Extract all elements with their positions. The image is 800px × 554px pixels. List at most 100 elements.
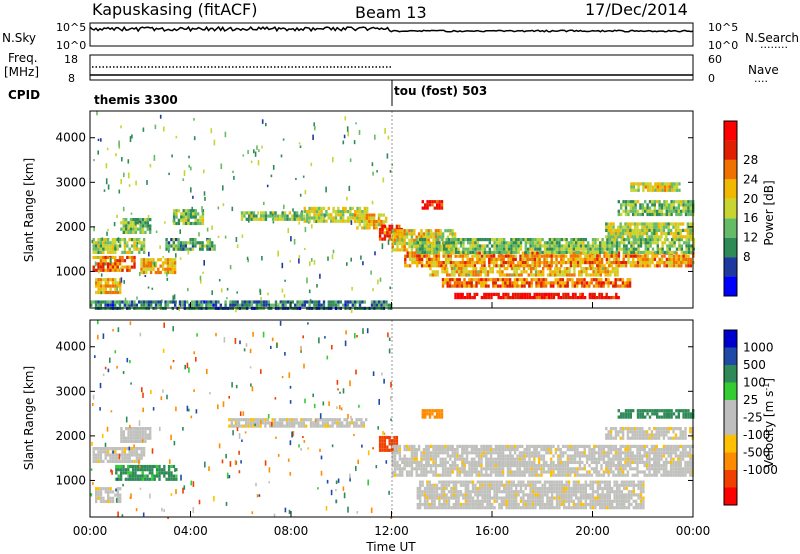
echo-cell-21 [250, 303, 254, 307]
echo-cell-6 [686, 464, 690, 468]
echo-cell-16 [501, 281, 505, 285]
echo-cell-14 [534, 244, 537, 248]
echo-cell-6 [470, 451, 474, 455]
echo-cell-4 [166, 267, 170, 271]
echo-cell-6 [540, 457, 543, 461]
echo-cell-13 [531, 254, 534, 258]
echo-cell-14 [575, 244, 578, 248]
echo-cell-3 [144, 436, 147, 440]
echo-cell-11 [403, 241, 406, 246]
echo-cell-16 [516, 278, 519, 282]
echo-cell-4 [336, 418, 339, 422]
echo-cell-3 [122, 230, 125, 234]
echo-cell-6 [540, 473, 543, 477]
echo-cell-15 [590, 267, 593, 271]
nave-label: Nave [748, 63, 779, 77]
echo-cell-11 [398, 229, 402, 233]
echo-cell-21 [363, 300, 366, 304]
echo-cell-6 [425, 473, 428, 477]
echo-cell-1 [92, 238, 95, 242]
echo-cell-6 [607, 451, 610, 455]
echo-cell-13 [468, 261, 472, 265]
echo-cell-13 [675, 257, 678, 261]
echo-cell-1 [170, 464, 173, 469]
echo-cell-6 [456, 464, 459, 468]
echo-cell-14 [517, 250, 520, 254]
echo-cell-21 [224, 303, 227, 307]
noise-search-label: N.Search [745, 31, 799, 45]
echo-cell-11 [401, 245, 404, 249]
echo-cell-18 [629, 228, 632, 232]
echo-cell-19 [644, 206, 647, 210]
echo-cell-1 [114, 244, 117, 248]
echo-cell-14 [505, 250, 508, 254]
echo-cell-15 [460, 267, 463, 271]
scatter-echo [103, 263, 106, 266]
echo-cell-17 [552, 296, 556, 300]
echo-cell-4 [309, 418, 313, 422]
echo-cell-5 [199, 215, 202, 219]
echo-cell-6 [571, 470, 574, 474]
echo-cell-1 [139, 468, 142, 472]
echo-cell-0 [104, 450, 107, 454]
echo-cell-6 [422, 451, 426, 455]
echo-cell-14 [594, 244, 597, 248]
echo-cell-21 [166, 300, 170, 304]
echo-cell-16 [626, 284, 629, 288]
echo-cell-1 [167, 471, 171, 475]
echo-cell-6 [672, 457, 675, 461]
echo-cell-14 [687, 247, 691, 251]
echo-cell-0 [128, 450, 131, 454]
echo-cell-13 [495, 261, 498, 265]
echo-cell-16 [607, 284, 610, 288]
echo-cell-6 [415, 451, 418, 455]
echo-cell-10 [383, 224, 387, 228]
echo-cell-19 [675, 200, 678, 204]
echo-cell-6 [501, 451, 505, 455]
echo-cell-2 [97, 493, 100, 497]
echo-cell-18 [629, 225, 632, 229]
echo-cell-6 [475, 473, 478, 477]
echo-cell-14 [620, 247, 623, 251]
echo-cell-20 [673, 188, 676, 192]
echo-cell-14 [615, 241, 619, 245]
echo-cell-1 [175, 468, 178, 472]
echo-cell-15 [436, 273, 439, 277]
echo-cell-7 [248, 211, 251, 215]
echo-cell-8 [310, 216, 314, 220]
echo-cell-19 [627, 200, 630, 204]
echo-cell-1 [99, 238, 103, 242]
echo-cell-14 [659, 238, 662, 242]
echo-cell-13 [492, 254, 496, 258]
echo-cell-14 [476, 247, 479, 251]
echo-cell-18 [677, 235, 680, 239]
echo-cell-18 [645, 235, 649, 239]
echo-cell-6 [593, 451, 596, 455]
echo-cell-6 [619, 444, 622, 448]
echo-cell-13 [447, 254, 450, 258]
echo-cell-13 [533, 254, 537, 258]
echo-cell-3 [149, 224, 152, 228]
echo-cell-7 [457, 480, 460, 484]
echo-cell-6 [619, 454, 622, 458]
echo-cell-6 [497, 470, 500, 474]
scatter-echo [300, 212, 302, 219]
echo-cell-14 [452, 244, 455, 248]
echo-cell-5 [184, 218, 188, 222]
echo-cell-13 [490, 257, 493, 261]
echo-cell-6 [477, 451, 481, 455]
echo-cell-14 [419, 244, 422, 248]
echo-cell-17 [579, 296, 582, 300]
echo-cell-21 [154, 300, 158, 304]
echo-cell-6 [677, 444, 680, 448]
echo-cell-8 [306, 213, 309, 217]
echo-cell-1 [158, 477, 161, 481]
echo-cell-6 [449, 473, 452, 477]
echo-cell-8 [349, 206, 352, 210]
echo-cell-3 [125, 227, 128, 231]
echo-cell-19 [651, 209, 654, 213]
echo-cell-6 [566, 473, 570, 477]
echo-cell-3 [125, 436, 128, 440]
echo-cell-1 [135, 238, 139, 242]
echo-cell-1 [167, 477, 171, 481]
